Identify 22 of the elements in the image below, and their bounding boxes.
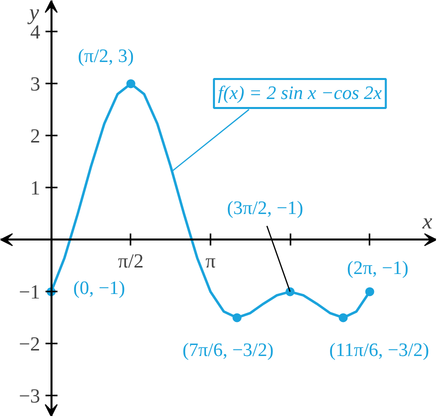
point [232, 313, 242, 322]
y-axis-title: y [27, 0, 40, 24]
y-tick-label: 2 [30, 126, 40, 148]
point [286, 287, 295, 296]
annotation: (0, −1) [73, 278, 126, 300]
point [365, 287, 374, 296]
x-tick-label: π [205, 250, 216, 273]
x-tick-label: π/2 [118, 250, 144, 273]
y-tick-label: −3 [18, 386, 40, 408]
annotation: (π/2, 3) [78, 46, 134, 68]
y-tick-label: 1 [30, 178, 40, 200]
annotation: f(x) = 2 sin x −cos 2x [218, 83, 382, 104]
x-axis-title: x [422, 208, 432, 234]
annotation: (11π/6, −3/2) [329, 340, 430, 362]
annotation: (7π/6, −3/2) [182, 340, 274, 362]
annotation: (3π/2, −1) [226, 198, 304, 220]
y-tick-label: −2 [18, 334, 40, 356]
y-tick-label: −1 [18, 282, 40, 304]
point [126, 79, 136, 88]
y-tick-label: 3 [30, 74, 40, 96]
point [338, 313, 348, 322]
annotation: (2π, −1) [347, 258, 408, 280]
